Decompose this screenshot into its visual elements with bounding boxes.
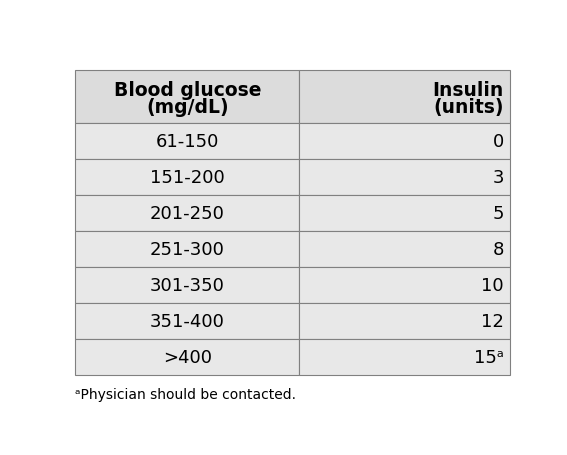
Text: (units): (units) bbox=[433, 98, 503, 117]
Text: 15ᵃ: 15ᵃ bbox=[474, 348, 503, 366]
Bar bbox=[75, 124, 299, 160]
Text: 251-300: 251-300 bbox=[150, 240, 225, 258]
Text: 12: 12 bbox=[481, 312, 503, 330]
Text: ᵃPhysician should be contacted.: ᵃPhysician should be contacted. bbox=[75, 388, 297, 401]
Bar bbox=[75, 303, 299, 339]
Text: 3: 3 bbox=[492, 169, 503, 187]
Text: 61-150: 61-150 bbox=[155, 133, 219, 151]
Bar bbox=[75, 196, 299, 232]
Bar bbox=[299, 160, 510, 196]
Text: 151-200: 151-200 bbox=[150, 169, 225, 187]
Bar bbox=[299, 124, 510, 160]
Text: >400: >400 bbox=[163, 348, 212, 366]
Text: 0: 0 bbox=[493, 133, 503, 151]
Bar bbox=[75, 160, 299, 196]
Text: 8: 8 bbox=[492, 240, 503, 258]
Text: (mg/dL): (mg/dL) bbox=[146, 98, 229, 117]
Text: 10: 10 bbox=[481, 276, 503, 294]
Text: 351-400: 351-400 bbox=[150, 312, 225, 330]
Text: Insulin: Insulin bbox=[433, 81, 503, 100]
Bar bbox=[299, 339, 510, 375]
Bar bbox=[75, 71, 299, 124]
Bar bbox=[75, 268, 299, 303]
Bar bbox=[299, 196, 510, 232]
Bar bbox=[299, 71, 510, 124]
Bar bbox=[75, 232, 299, 268]
Bar bbox=[299, 232, 510, 268]
Bar bbox=[75, 339, 299, 375]
Text: Blood glucose: Blood glucose bbox=[113, 81, 261, 100]
Bar bbox=[299, 268, 510, 303]
Text: 201-250: 201-250 bbox=[150, 205, 225, 222]
Text: 301-350: 301-350 bbox=[150, 276, 225, 294]
Bar bbox=[299, 303, 510, 339]
Text: 5: 5 bbox=[492, 205, 503, 222]
